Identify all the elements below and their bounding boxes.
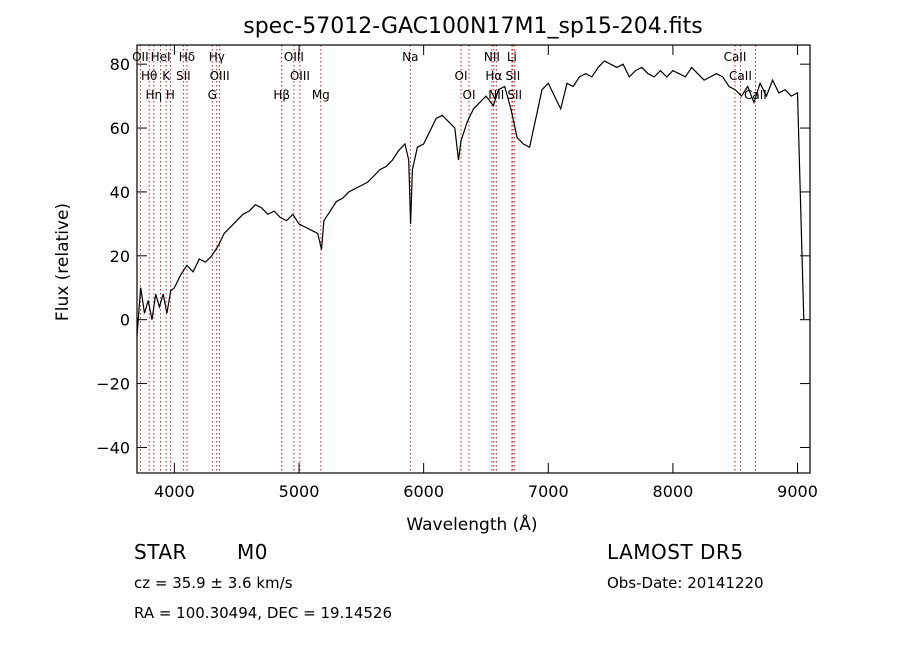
spectral-line-label: OII — [132, 50, 149, 64]
spectral-line-label: CaII — [729, 69, 752, 83]
redshift-text: cz = 35.9 ± 3.6 km/s — [134, 574, 293, 592]
x-tick-label: 5000 — [279, 482, 320, 501]
spectral-line-label: OIII — [210, 69, 230, 83]
x-tick-label: 9000 — [777, 482, 818, 501]
x-tick-label: 8000 — [653, 482, 694, 501]
object-subclass: M0 — [237, 540, 268, 564]
spectral-line-label: OI — [455, 69, 468, 83]
survey-name: LAMOST DR5 — [607, 540, 744, 564]
spectral-line-label: Hη — [146, 88, 163, 102]
spectral-line-label: SII — [507, 88, 522, 102]
chart-title: spec-57012-GAC100N17M1_sp15-204.fits — [243, 14, 703, 39]
y-tick-label: −40 — [96, 438, 130, 457]
x-tick-label: 7000 — [528, 482, 569, 501]
spectral-line-label: OIII — [284, 50, 304, 64]
spectral-line-label: Hδ — [179, 50, 195, 64]
y-axis-label: Flux (relative) — [53, 203, 73, 321]
y-tick-label: 20 — [110, 247, 130, 266]
y-tick-label: −20 — [96, 375, 130, 394]
x-tick-label: 6000 — [403, 482, 444, 501]
spectral-line-label: Mg — [312, 88, 330, 102]
spectral-line-label: H — [166, 88, 175, 102]
spectral-line-label: Hα — [485, 69, 502, 83]
spectral-line-label: SII — [506, 69, 521, 83]
spectral-line-label: Na — [402, 50, 418, 64]
coordinates-text: RA = 100.30494, DEC = 19.14526 — [134, 604, 393, 622]
spectral-line-label: HeI — [151, 50, 171, 64]
spectral-line-label: Hθ — [141, 69, 157, 83]
plot-frame — [136, 44, 811, 474]
x-tick-label: 4000 — [154, 482, 195, 501]
spectral-line-label: Li — [507, 50, 517, 64]
object-class: STAR — [134, 540, 187, 564]
spectrum-line — [136, 60, 805, 336]
y-tick-label: 40 — [110, 183, 130, 202]
y-tick-label: 80 — [110, 55, 130, 74]
y-tick-label: 60 — [110, 119, 130, 138]
spectral-line-label: SII — [176, 69, 191, 83]
spectral-line-label: G — [208, 88, 217, 102]
spectral-line-label: NII — [484, 50, 500, 64]
obs-date-text: Obs-Date: 20141220 — [607, 574, 764, 592]
spectral-line-label: OIII — [290, 69, 310, 83]
y-tick-label: 0 — [120, 311, 130, 330]
spectral-line-label: Hβ — [273, 88, 290, 102]
spectral-line-label: K — [162, 69, 171, 83]
spectral-line-label: CaII — [724, 50, 747, 64]
x-axis-label: Wavelength (Å) — [406, 513, 537, 535]
spectral-line-label: Hγ — [209, 50, 225, 64]
spectral-line-label: OI — [463, 88, 476, 102]
